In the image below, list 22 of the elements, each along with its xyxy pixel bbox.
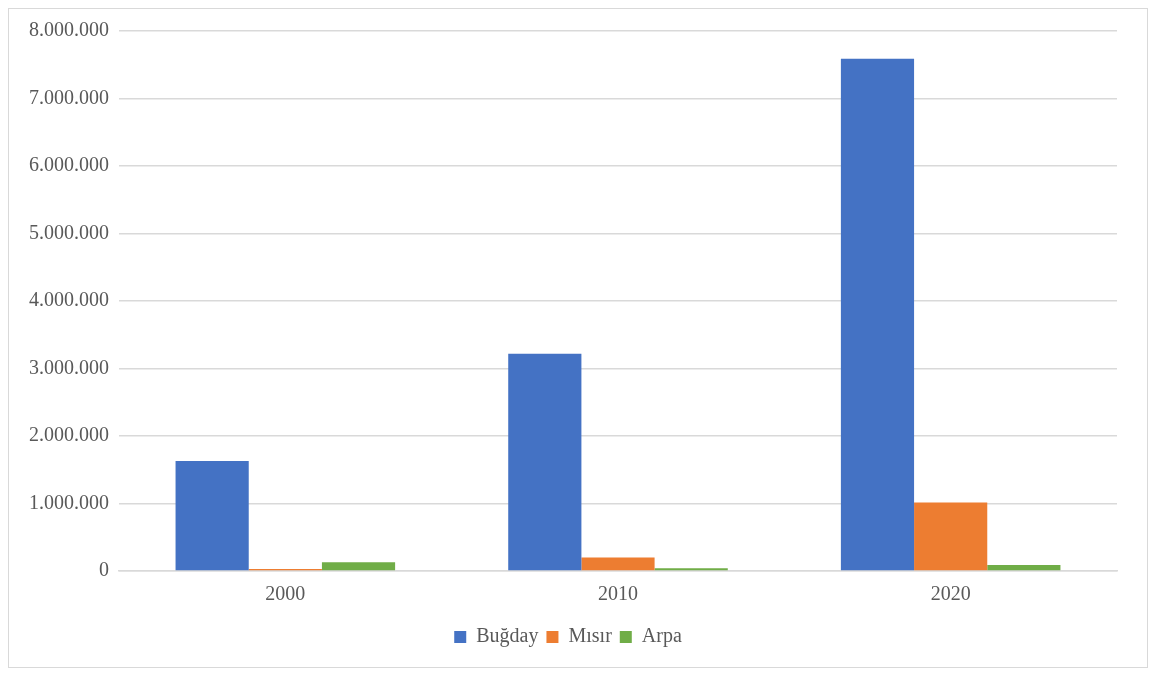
bar (175, 460, 249, 571)
y-tick-label: 4.000.000 (29, 288, 109, 311)
bar (508, 353, 582, 571)
y-tick-label: 5.000.000 (29, 220, 109, 243)
bar (321, 562, 396, 571)
legend-label: Arpa (641, 624, 682, 648)
y-tick-label: 2.000.000 (29, 423, 109, 446)
bar (840, 58, 915, 571)
bar (581, 557, 655, 571)
bar (914, 502, 988, 571)
legend-label: Mısır (568, 624, 613, 647)
x-tick-label: 2020 (930, 582, 971, 605)
y-tick-label: 7.000.000 (29, 85, 109, 108)
legend-label: Buğday (476, 624, 539, 648)
y-tick-label: 3.000.000 (29, 355, 109, 378)
y-tick-label: 0 (99, 558, 109, 581)
x-tick-label: 2000 (265, 582, 306, 605)
x-tick-label: 2010 (598, 582, 638, 605)
y-tick-label: 1.000.000 (29, 490, 109, 513)
y-tick-label: 8.000.000 (29, 18, 109, 41)
bar (987, 564, 1061, 571)
y-tick-label: 6.000.000 (29, 153, 109, 176)
